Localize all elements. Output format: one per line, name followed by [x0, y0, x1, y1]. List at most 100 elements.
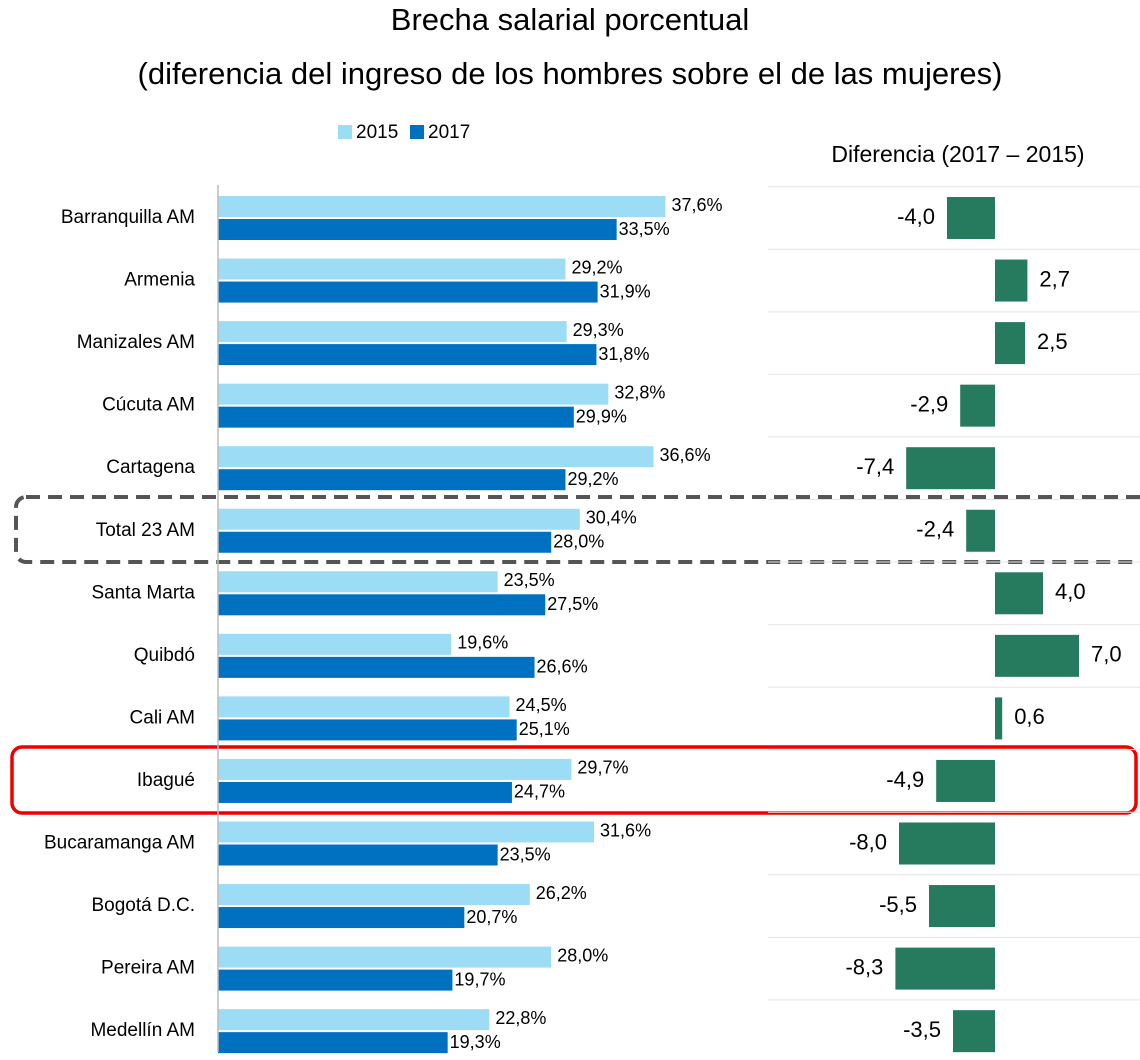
- difference-bar: [906, 447, 995, 490]
- category-label: Bucaramanga AM: [44, 833, 195, 854]
- difference-bar: [936, 759, 995, 802]
- value-label: 31,9%: [600, 281, 651, 301]
- difference-bar: [995, 259, 1028, 302]
- difference-label: -4,0: [897, 204, 935, 229]
- value-label: 29,3%: [573, 320, 624, 340]
- bar: [218, 383, 609, 405]
- value-label: 27,5%: [547, 594, 598, 614]
- difference-bar: [929, 885, 995, 928]
- category-label: Bogotá D.C.: [92, 895, 196, 916]
- bar: [218, 531, 552, 553]
- value-label: 29,2%: [571, 257, 622, 277]
- chart-subtitle: (diferencia del ingreso de los hombres s…: [138, 56, 1003, 91]
- difference-label: 7,0: [1091, 642, 1122, 667]
- bar: [218, 1009, 490, 1031]
- bar: [218, 571, 498, 593]
- bar: [218, 844, 498, 866]
- value-label: 19,6%: [457, 633, 508, 653]
- bar: [218, 946, 552, 968]
- difference-label: -3,5: [903, 1017, 941, 1042]
- difference-label: 4,0: [1055, 579, 1086, 604]
- bar: [218, 633, 452, 655]
- value-label: 29,2%: [567, 469, 618, 489]
- bar: [218, 1032, 448, 1054]
- category-label: Medellín AM: [90, 1020, 195, 1041]
- category-label: Pereira AM: [101, 958, 195, 979]
- category-label: Armenia: [124, 270, 195, 291]
- difference-label: -8,0: [849, 829, 887, 854]
- value-label: 30,4%: [586, 508, 637, 528]
- bar: [218, 258, 566, 280]
- legend-swatch: [338, 125, 352, 139]
- bar: [218, 884, 530, 906]
- value-label: 22,8%: [495, 1008, 546, 1028]
- category-label: Manizales AM: [77, 332, 195, 353]
- bar: [218, 344, 597, 366]
- value-label: 28,0%: [557, 945, 608, 965]
- panel-title: Diferencia (2017 – 2015): [831, 141, 1084, 167]
- difference-label: -7,4: [856, 454, 894, 479]
- bar: [218, 781, 512, 803]
- difference-bar: [947, 197, 995, 239]
- difference-label: 2,5: [1037, 329, 1068, 354]
- category-label: Cartagena: [106, 457, 195, 478]
- value-label: 28,0%: [553, 532, 604, 552]
- highlight-ibague: [10, 745, 1138, 815]
- bar: [218, 594, 546, 616]
- difference-bar: [953, 1010, 995, 1053]
- value-label: 24,7%: [514, 782, 565, 802]
- chart-title: Brecha salarial porcentual: [391, 2, 749, 37]
- value-label: 25,1%: [519, 719, 570, 739]
- difference-label: 2,7: [1039, 266, 1070, 291]
- difference-bar: [899, 822, 995, 865]
- bar: [218, 719, 517, 741]
- category-label: Total 23 AM: [96, 520, 195, 541]
- highlight-total: [14, 495, 1140, 564]
- bar: [218, 406, 574, 428]
- difference-bar: [995, 697, 1003, 740]
- bar: [218, 219, 617, 240]
- value-label: 29,9%: [576, 406, 627, 426]
- value-label: 19,3%: [450, 1032, 501, 1052]
- difference-bar: [995, 572, 1043, 615]
- difference-label: -8,3: [845, 954, 883, 979]
- bar: [218, 656, 535, 678]
- legend-label: 2015: [356, 122, 398, 143]
- bar: [218, 281, 598, 303]
- value-label: 26,2%: [536, 883, 587, 903]
- difference-label: -2,9: [910, 391, 948, 416]
- difference-bar: [895, 947, 995, 990]
- legend-swatch: [410, 125, 424, 139]
- value-label: 36,6%: [660, 445, 711, 465]
- value-label: 31,8%: [598, 344, 649, 364]
- value-label: 32,8%: [614, 382, 665, 402]
- value-label: 20,7%: [466, 907, 517, 927]
- bar: [218, 196, 666, 217]
- value-label: 37,6%: [671, 195, 722, 215]
- difference-label: -5,5: [879, 892, 917, 917]
- bar: [218, 969, 453, 991]
- value-label: 33,5%: [619, 219, 670, 239]
- difference-label: -2,4: [916, 517, 954, 542]
- bar: [218, 696, 510, 718]
- difference-label: 0,6: [1014, 704, 1045, 729]
- category-label: Ibagué: [137, 770, 195, 791]
- bar: [218, 446, 654, 468]
- category-label: Cali AM: [130, 707, 195, 728]
- bar: [218, 758, 572, 780]
- category-label: Quibdó: [134, 645, 195, 666]
- value-label: 31,6%: [600, 820, 651, 840]
- difference-label: -4,9: [886, 767, 924, 792]
- category-label: Barranquilla AM: [61, 207, 195, 228]
- category-label: Santa Marta: [92, 582, 196, 603]
- value-label: 24,5%: [516, 695, 567, 715]
- bar: [218, 907, 465, 929]
- value-label: 23,5%: [500, 844, 551, 864]
- difference-bar: [995, 322, 1025, 365]
- category-label: Cúcuta AM: [102, 395, 195, 416]
- value-label: 19,7%: [454, 969, 505, 989]
- difference-bar: [960, 384, 995, 427]
- bar: [218, 821, 595, 843]
- bar: [218, 508, 580, 530]
